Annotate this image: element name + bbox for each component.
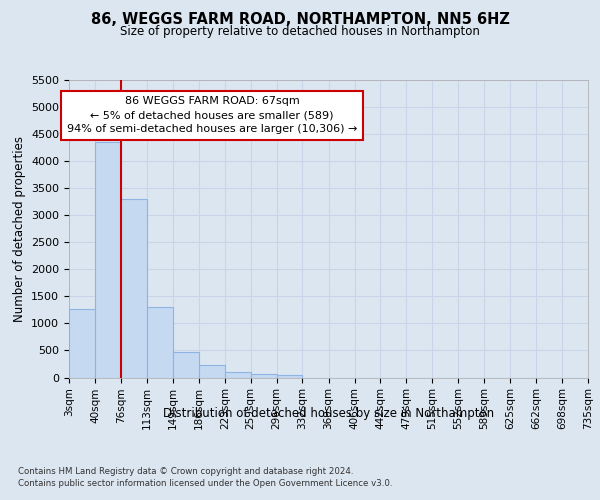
Y-axis label: Number of detached properties: Number of detached properties (13, 136, 26, 322)
Bar (251, 374, 277, 378)
Text: Contains HM Land Registry data © Crown copyright and database right 2024.: Contains HM Land Registry data © Crown c… (18, 468, 353, 476)
Bar (121, 199, 147, 378)
Bar (277, 375, 302, 378)
Bar (225, 372, 251, 378)
Bar (69, 309, 95, 378)
Bar (95, 142, 121, 378)
Text: Contains public sector information licensed under the Open Government Licence v3: Contains public sector information licen… (18, 479, 392, 488)
Text: Distribution of detached houses by size in Northampton: Distribution of detached houses by size … (163, 408, 494, 420)
Text: 86, WEGGS FARM ROAD, NORTHAMPTON, NN5 6HZ: 86, WEGGS FARM ROAD, NORTHAMPTON, NN5 6H… (91, 12, 509, 28)
Bar (173, 352, 199, 378)
Text: 86 WEGGS FARM ROAD: 67sqm
← 5% of detached houses are smaller (589)
94% of semi-: 86 WEGGS FARM ROAD: 67sqm ← 5% of detach… (67, 96, 358, 134)
Bar (199, 365, 225, 378)
Bar (147, 307, 173, 378)
Text: Size of property relative to detached houses in Northampton: Size of property relative to detached ho… (120, 25, 480, 38)
